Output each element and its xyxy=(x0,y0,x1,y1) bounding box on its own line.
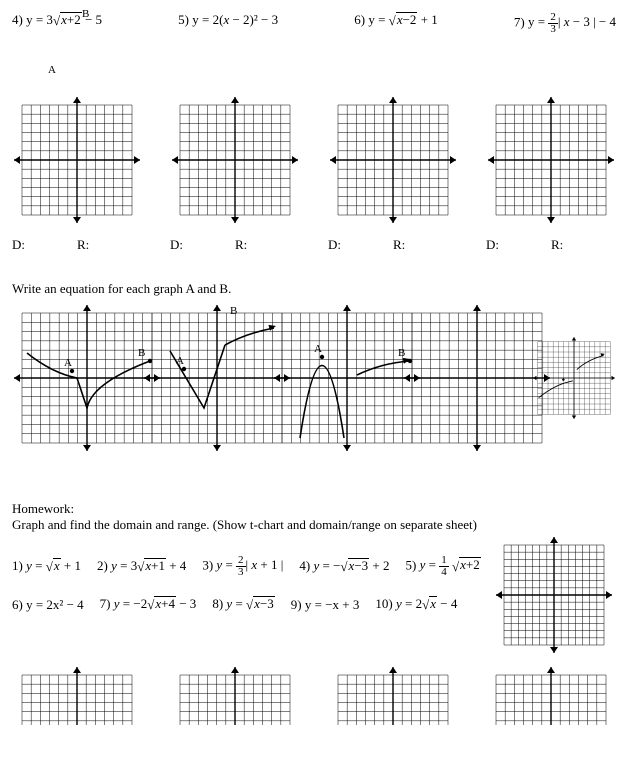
homework-title: Homework: xyxy=(12,501,616,517)
equation-7: 7) y = 23| x − 3 | − 4 xyxy=(514,12,616,35)
bottom-graph-2 xyxy=(170,665,300,725)
homework-small-graph xyxy=(494,535,604,645)
hw-eq-4: 4) y = −x−3 + 2 xyxy=(299,558,389,575)
hw-eq-6: 6) y = 2x² − 4 xyxy=(12,597,84,613)
hw-eq-8: 8) y = x−3 xyxy=(212,596,274,613)
bottom-grid-row xyxy=(12,665,616,725)
hw-eq-3: 3) y = 23| x + 1 | xyxy=(202,555,283,578)
bottom-graph-4 xyxy=(486,665,616,725)
homework-section: Homework: Graph and find the domain and … xyxy=(12,501,616,645)
equation-5: 5) y = 2(x − 2)² − 3 xyxy=(178,12,278,35)
hw-eq-2: 2) y = 3x+1 + 4 xyxy=(97,558,186,575)
hw-eq-1: 1) y = x + 1 xyxy=(12,558,81,575)
blank-graph-3 xyxy=(328,95,458,225)
equation-6: 6) y = x−2 + 1 xyxy=(354,12,438,35)
dr-4: D:R: xyxy=(486,237,616,253)
dr-3: D:R: xyxy=(328,237,458,253)
blank-graph-4 xyxy=(486,95,616,225)
ab-graph-4 xyxy=(402,303,532,433)
ab-graph-1: AB xyxy=(12,303,142,433)
section-ab-title: Write an equation for each graph A and B… xyxy=(12,281,616,297)
dr-row: D:R: D:R: D:R: D:R: xyxy=(12,237,616,253)
dr-1: D:R: xyxy=(12,237,142,253)
bottom-graph-1 xyxy=(12,665,142,725)
ab-graph-row: AB AB AB AB xyxy=(12,303,616,453)
blank-graph-2 xyxy=(170,95,300,225)
hw-eq-10: 10) y = 2x − 4 xyxy=(375,596,457,613)
blank-graph-1 xyxy=(12,95,142,225)
top-equation-row: 4) y = 3x+2 − 5 5) y = 2(x − 2)² − 3 6) … xyxy=(12,12,616,35)
hw-eq-5: 5) y = 14 x+2 xyxy=(406,555,481,578)
bottom-graph-3 xyxy=(328,665,458,725)
homework-sub: Graph and find the domain and range. (Sh… xyxy=(12,517,616,533)
section-ab: Write an equation for each graph A and B… xyxy=(12,281,616,453)
hw-eq-7: 7) y = −2x+4 − 3 xyxy=(100,596,197,613)
dr-2: D:R: xyxy=(170,237,300,253)
ab-graph-2: AB xyxy=(142,303,272,433)
homework-equations: 1) y = x + 1 2) y = 3x+1 + 4 3) y = 23| … xyxy=(12,555,482,613)
ab-graph-3: AB xyxy=(272,303,402,433)
hw-eq-9: 9) y = −x + 3 xyxy=(291,597,360,613)
blank-grid-row xyxy=(12,95,616,225)
homework-top: 1) y = x + 1 2) y = 3x+1 + 4 3) y = 23| … xyxy=(12,541,616,645)
